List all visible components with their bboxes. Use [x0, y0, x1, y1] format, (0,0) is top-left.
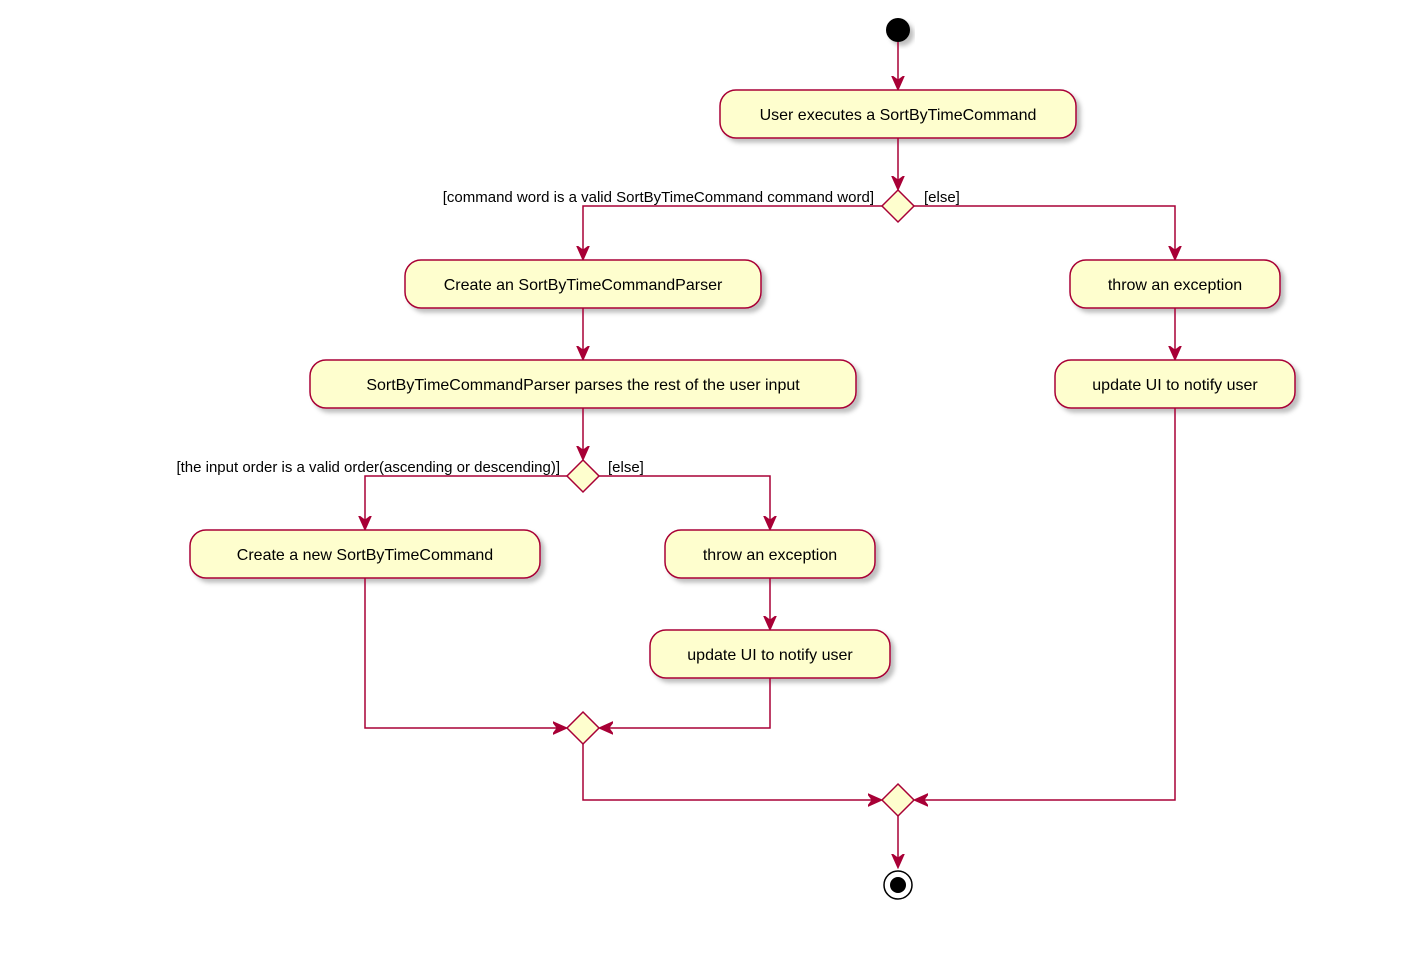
activity-throw-exception-outer-label: throw an exception — [1108, 277, 1242, 294]
activity-create-parser-label: Create an SortByTimeCommandParser — [444, 277, 723, 294]
decision-input-order — [567, 460, 599, 492]
activity-update-ui-inner-label: update UI to notify user — [687, 647, 853, 664]
guard-command-word-valid: [command word is a valid SortByTimeComma… — [443, 189, 874, 206]
activity-create-command-label: Create a new SortByTimeCommand — [237, 547, 493, 564]
merge-outer — [882, 784, 914, 816]
activity-user-executes-label: User executes a SortByTimeCommand — [760, 107, 1037, 124]
guard-command-word-else: [else] — [924, 189, 960, 206]
activity-parser-parses-label: SortByTimeCommandParser parses the rest … — [366, 377, 800, 394]
final-node — [884, 871, 912, 899]
activity-update-ui-outer-label: update UI to notify user — [1092, 377, 1258, 394]
merge-inner — [567, 712, 599, 744]
activity-throw-exception-inner-label: throw an exception — [703, 547, 837, 564]
guard-input-order-valid: [the input order is a valid order(ascend… — [176, 459, 560, 476]
initial-node — [886, 18, 910, 42]
decision-command-word — [882, 190, 914, 222]
guard-input-order-else: [else] — [608, 459, 644, 476]
